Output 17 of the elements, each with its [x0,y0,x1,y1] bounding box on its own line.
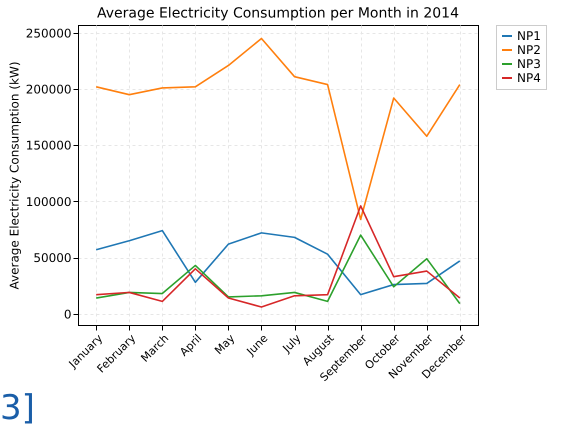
y-axis-title: Average Electricity Consumption (kW) [8,62,22,290]
text: 3] [0,388,35,428]
line-series [95,205,461,308]
y-tick-label: 100000 [26,194,72,209]
legend-label: NP4 [517,71,541,85]
y-tick-label: 200000 [26,82,72,97]
y-tick-label: 0 [64,307,72,322]
y-tick-label: 150000 [26,138,72,153]
chart-title: Average Electricity Consumption per Month in 2014 [97,6,460,22]
line-series [95,230,461,296]
line-series [95,234,461,304]
line-series [95,38,461,220]
legend-label: NP1 [517,29,541,43]
y-tick-label: 50000 [33,251,72,266]
legend-label: NP2 [517,43,541,57]
y-tick-label: 250000 [26,26,72,40]
legend-label: NP3 [517,57,541,71]
